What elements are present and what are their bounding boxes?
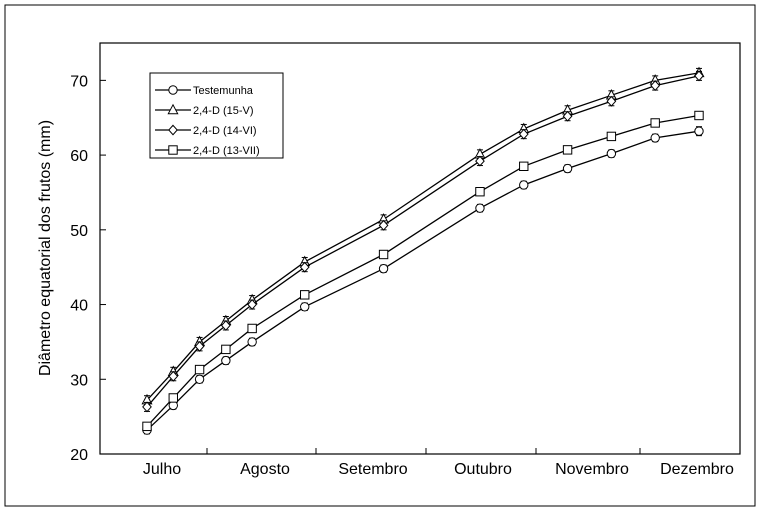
- data-point: [606, 131, 617, 142]
- data-point: [378, 263, 389, 274]
- data-point: [300, 302, 310, 312]
- legend-marker: [168, 145, 178, 155]
- data-point: [247, 299, 258, 310]
- legend-label: 2,4-D (14-VI): [193, 125, 257, 137]
- data-point: [519, 161, 529, 172]
- y-tick-label: 30: [70, 372, 88, 389]
- y-axis: 20 30 40 50 60 70: [70, 73, 106, 464]
- series-4: [142, 110, 704, 432]
- data-point: [519, 180, 529, 190]
- data-point: [518, 128, 529, 140]
- legend-label: 2,4-D (13-VII): [193, 145, 260, 157]
- y-tick-label: 60: [70, 148, 88, 165]
- data-point: [694, 126, 704, 136]
- y-tick-label: 20: [70, 447, 88, 464]
- data-point: [475, 155, 485, 167]
- x-axis: Julho Agosto Setembro Outubro Novembro Dezemb…: [143, 448, 734, 478]
- x-tick-label: Agosto: [240, 461, 290, 478]
- data-point: [247, 323, 257, 334]
- data-point: [300, 290, 310, 300]
- data-point: [194, 374, 205, 384]
- data-point: [650, 80, 661, 92]
- legend: Testemunha 2,4-D (15-V) 2,4-D (14-VI) 2,4-D…: [149, 72, 284, 159]
- data-point: [650, 133, 660, 143]
- data-point: [606, 148, 617, 159]
- data-point: [562, 163, 573, 174]
- legend-label: 2,4-D (15-V): [193, 105, 254, 117]
- data-point: [194, 364, 205, 375]
- data-point: [606, 95, 617, 107]
- data-point: [475, 187, 485, 197]
- legend-marker: [168, 124, 178, 136]
- data-point: [650, 118, 660, 128]
- y-tick-label: 50: [70, 223, 88, 240]
- y-axis-label: Diâmetro equatorial dos frutos (mm): [37, 120, 54, 376]
- x-tick-label: Dezembro: [660, 461, 734, 478]
- data-point: [378, 219, 389, 231]
- data-point: [475, 203, 485, 213]
- y-tick-label: 40: [70, 298, 88, 315]
- data-point: [378, 249, 389, 260]
- legend-marker: [167, 103, 179, 115]
- data-point: [221, 344, 231, 355]
- legend-marker: [168, 85, 178, 95]
- data-point: [220, 320, 231, 331]
- data-point: [562, 110, 573, 122]
- x-tick-label: Setembro: [338, 461, 407, 478]
- data-point: [247, 337, 257, 347]
- data-point: [299, 261, 310, 273]
- series-3: [142, 70, 704, 413]
- data-point: [694, 70, 704, 82]
- x-tick-label: Julho: [143, 461, 181, 478]
- data-point: [168, 393, 178, 403]
- y-tick-label: 70: [70, 73, 88, 90]
- data-point: [194, 340, 205, 352]
- plot-area-frame: [99, 42, 741, 455]
- legend-label: Testemunha: [193, 85, 254, 97]
- data-point: [168, 370, 179, 382]
- x-tick-label: Outubro: [454, 461, 512, 478]
- x-tick-label: Novembro: [555, 461, 629, 478]
- data-point: [221, 355, 231, 366]
- data-point: [694, 110, 704, 121]
- data-point: [142, 421, 152, 432]
- data-point: [142, 401, 152, 413]
- data-point: [562, 145, 573, 155]
- series-layer: [141, 66, 705, 435]
